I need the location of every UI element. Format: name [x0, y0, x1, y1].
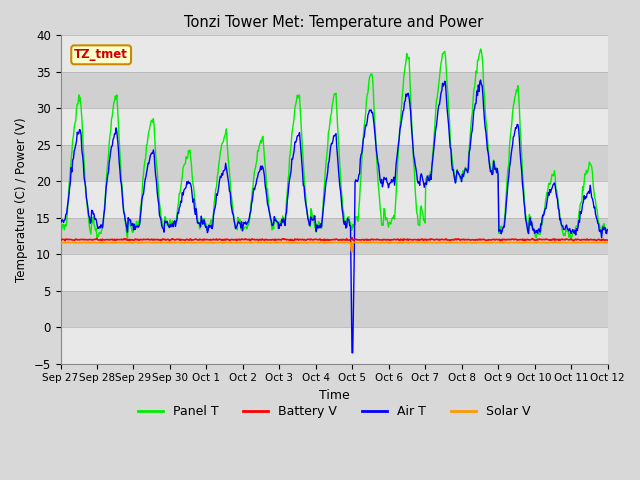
Battery V	[348, 235, 356, 240]
Battery V	[207, 237, 215, 243]
Line: Air T: Air T	[61, 80, 608, 353]
Solar V	[159, 239, 166, 245]
Panel T	[401, 69, 408, 74]
Bar	[61, 72, 608, 108]
Battery V	[57, 237, 65, 242]
Air T	[67, 179, 74, 185]
Battery V	[123, 236, 131, 242]
Bar	[61, 327, 608, 364]
Panel T	[417, 205, 424, 211]
Text: TZ_tmet: TZ_tmet	[74, 48, 128, 61]
Air T	[179, 190, 186, 195]
Panel T	[57, 226, 65, 231]
Bar	[61, 181, 608, 218]
Panel T	[123, 231, 131, 237]
Solar V	[123, 240, 131, 245]
Air T	[57, 219, 65, 225]
Bar	[61, 218, 608, 254]
Battery V	[604, 237, 612, 243]
Solar V	[208, 240, 216, 246]
Panel T	[179, 174, 186, 180]
Battery V	[401, 237, 409, 242]
Bar	[61, 254, 608, 291]
Panel T	[477, 46, 484, 52]
Panel T	[604, 231, 612, 237]
Panel T	[567, 237, 575, 243]
Legend: Panel T, Battery V, Air T, Solar V: Panel T, Battery V, Air T, Solar V	[132, 400, 536, 423]
Bar	[61, 36, 608, 72]
X-axis label: Time: Time	[319, 389, 349, 402]
Line: Panel T: Panel T	[61, 49, 608, 240]
Y-axis label: Temperature (C) / Power (V): Temperature (C) / Power (V)	[15, 117, 28, 282]
Battery V	[417, 236, 425, 242]
Panel T	[67, 168, 74, 173]
Solar V	[604, 240, 612, 245]
Bar	[61, 145, 608, 181]
Solar V	[402, 240, 410, 245]
Air T	[417, 171, 425, 177]
Line: Solar V: Solar V	[61, 242, 608, 252]
Battery V	[67, 237, 74, 242]
Battery V	[179, 237, 186, 242]
Battery V	[497, 238, 504, 244]
Air T	[477, 77, 484, 83]
Solar V	[57, 240, 65, 246]
Air T	[207, 222, 215, 228]
Air T	[401, 98, 409, 104]
Panel T	[207, 217, 215, 223]
Solar V	[418, 240, 426, 246]
Bar	[61, 108, 608, 145]
Solar V	[348, 249, 356, 255]
Title: Tonzi Tower Met: Temperature and Power: Tonzi Tower Met: Temperature and Power	[184, 15, 484, 30]
Air T	[604, 227, 612, 233]
Line: Battery V: Battery V	[61, 238, 608, 241]
Air T	[348, 350, 356, 356]
Solar V	[67, 240, 74, 246]
Air T	[123, 224, 131, 230]
Solar V	[179, 240, 187, 245]
Bar	[61, 291, 608, 327]
